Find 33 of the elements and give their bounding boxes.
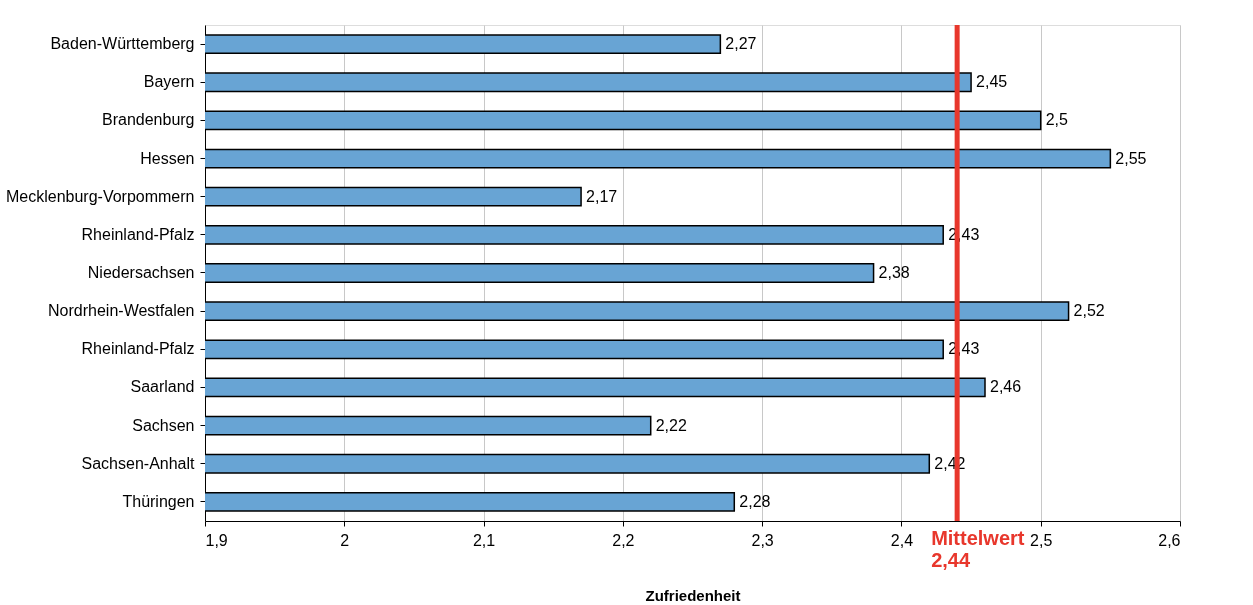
y-tick-label: Brandenburg: [101, 111, 195, 129]
y-tick-label: Hessen: [140, 149, 195, 167]
y-tick-label: Sachsen: [132, 416, 195, 434]
x-tick-label: 2,1: [472, 531, 496, 549]
y-tick-label: Saarland: [130, 378, 195, 396]
data-label: 2,46: [990, 378, 1022, 396]
x-tick-label: 2,4: [890, 531, 914, 549]
y-tick-label: Mecklenburg-Vorpommern: [5, 187, 195, 205]
data-label: 2,22: [655, 416, 687, 434]
data-label: 2,27: [725, 35, 757, 53]
y-tick-label: Thüringen: [122, 492, 195, 510]
x-tick-label: 2,3: [751, 531, 774, 549]
x-tick-label: 2,6: [1158, 531, 1181, 549]
data-label: 2,5: [1045, 111, 1069, 129]
x-axis-title: Zufriedenheit: [645, 586, 741, 604]
x-tick-label: 2,2: [612, 531, 635, 549]
y-tick-label: Rheinland-Pfalz: [81, 225, 195, 243]
x-tick-label: 2,5: [1030, 531, 1053, 549]
y-tick-label: Baden-Württemberg: [50, 35, 195, 53]
y-tick-label: Bayern: [143, 73, 195, 91]
x-tick-label: 1,9: [205, 531, 228, 549]
y-tick-label: Sachsen-Anhalt: [81, 454, 196, 472]
y-tick-label: Nordrhein-Westfalen: [48, 302, 195, 320]
data-label: 2,55: [1115, 149, 1147, 167]
y-tick-label: Rheinland-Pfalz: [81, 340, 195, 358]
data-label: 2,52: [1073, 302, 1105, 320]
x-tick-label: 2: [340, 531, 350, 549]
data-label: 2,45: [976, 73, 1008, 91]
data-label: 2,38: [878, 264, 910, 281]
data-label: 2,17: [586, 187, 618, 205]
data-label: 2,28: [739, 492, 771, 510]
ref-line-label: Mittelwert 2,44: [931, 527, 1025, 571]
y-tick-label: Niedersachsen: [87, 264, 195, 281]
